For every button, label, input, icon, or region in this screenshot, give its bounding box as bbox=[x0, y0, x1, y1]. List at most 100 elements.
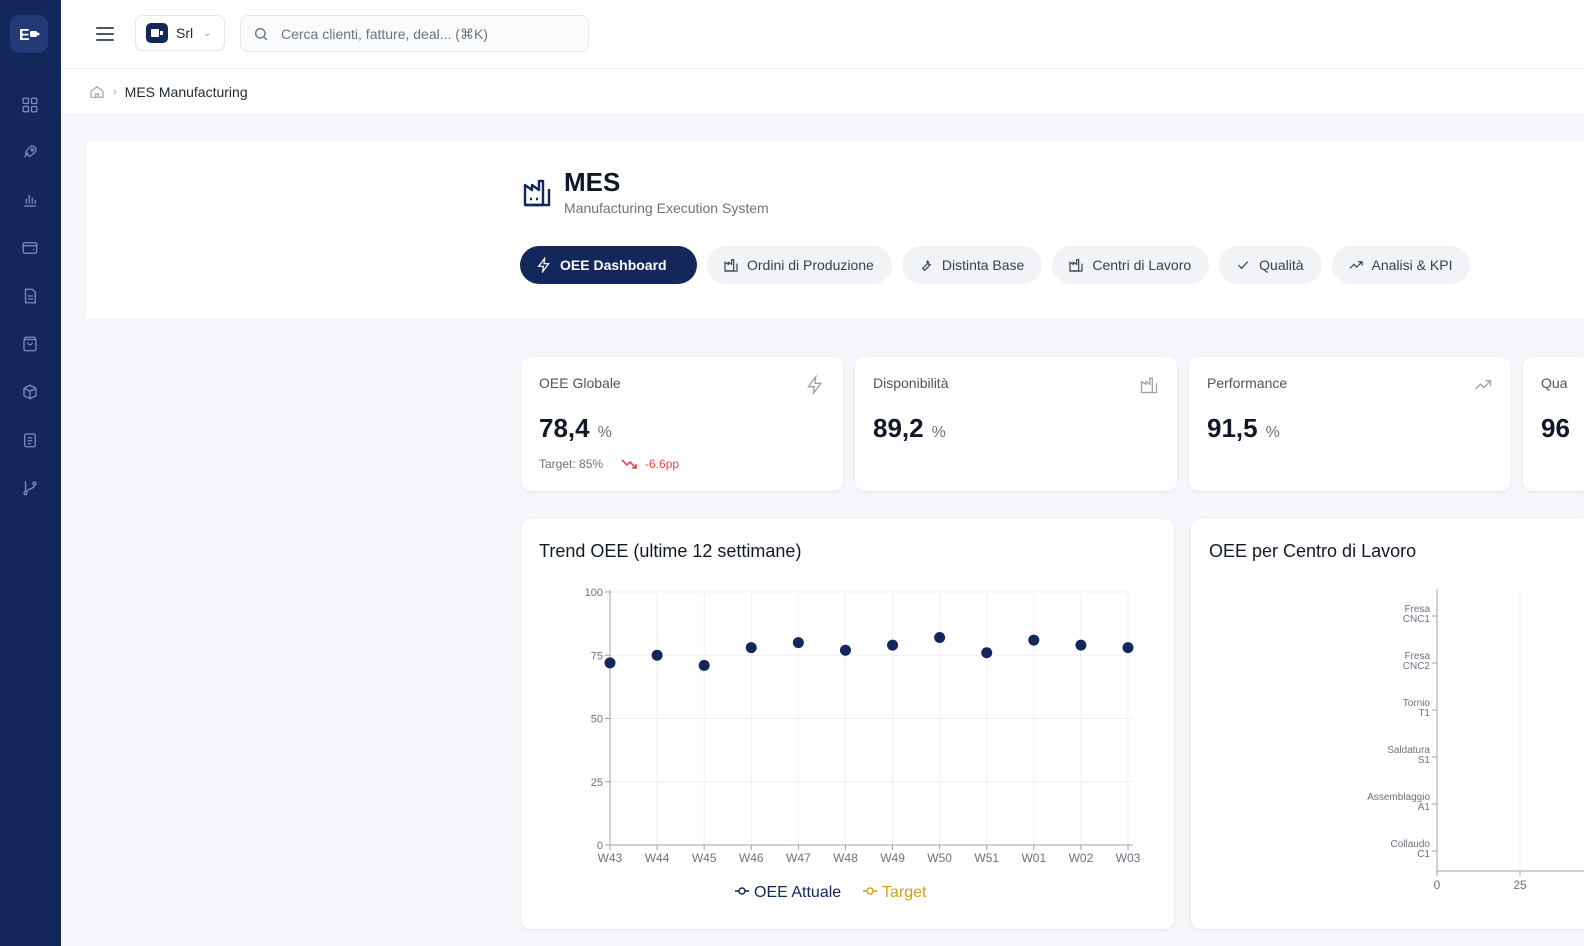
x-tick-label: W44 bbox=[645, 851, 670, 865]
wrench-icon bbox=[921, 260, 931, 272]
hamburger-icon bbox=[96, 27, 114, 41]
legend-marker bbox=[738, 887, 746, 895]
kpi-delta: -6.6pp bbox=[621, 457, 679, 471]
svg-text:E: E bbox=[19, 27, 30, 43]
data-point bbox=[839, 644, 851, 656]
chart-panel-trend-oee: Trend OEE (ultime 12 settimane) 0 25 50 75 1… bbox=[521, 519, 1174, 929]
sidebar: E bbox=[0, 0, 61, 946]
x-tick-label: W47 bbox=[786, 851, 811, 865]
data-point bbox=[698, 659, 710, 671]
kpi-card-qualita: Qua 96 bbox=[1523, 357, 1584, 491]
y-tick-label: Saldatura bbox=[1387, 745, 1430, 756]
y-tick-label: Assemblaggio bbox=[1367, 792, 1430, 803]
home-icon[interactable] bbox=[89, 84, 105, 100]
company-badge-icon bbox=[146, 23, 168, 43]
kpi-label: OEE Globale bbox=[539, 375, 621, 391]
y-tick-label: Fresa bbox=[1404, 651, 1430, 662]
y-tick-label: 100 bbox=[585, 587, 603, 599]
factory-icon bbox=[1069, 259, 1083, 272]
app-logo[interactable]: E bbox=[10, 15, 48, 53]
trend-down-icon bbox=[621, 459, 637, 469]
x-tick-label: W46 bbox=[739, 851, 764, 865]
box-icon[interactable] bbox=[19, 381, 41, 403]
data-point bbox=[651, 649, 663, 661]
kpi-label: Performance bbox=[1207, 375, 1288, 391]
tab-label: Analisi & KPI bbox=[1371, 257, 1453, 273]
document-icon[interactable] bbox=[19, 285, 41, 307]
company-selector[interactable]: Srl ⌄ bbox=[135, 15, 225, 51]
factory-icon bbox=[523, 179, 551, 207]
x-tick-label: W48 bbox=[833, 851, 858, 865]
data-point bbox=[1028, 634, 1040, 646]
data-point bbox=[934, 632, 946, 644]
breadcrumb-separator: › bbox=[113, 85, 117, 98]
kpi-label: Disponibilità bbox=[873, 375, 949, 391]
search-icon bbox=[254, 27, 268, 40]
x-tick-label: W02 bbox=[1069, 851, 1094, 865]
tab-ordini-produzione[interactable]: Ordini di Produzione bbox=[707, 246, 892, 284]
kpi-label: Qua bbox=[1541, 375, 1568, 391]
tab-centri-lavoro[interactable]: Centri di Lavoro bbox=[1052, 246, 1210, 284]
y-tick-label: 75 bbox=[591, 650, 603, 662]
check-icon bbox=[1238, 261, 1249, 270]
chart-panel-oee-centro: OEE per Centro di Lavoro Fresa CNC1 Fresa C… bbox=[1191, 519, 1584, 929]
y-tick-label: 0 bbox=[597, 840, 603, 852]
rocket-icon[interactable] bbox=[19, 141, 41, 163]
data-point bbox=[745, 642, 757, 654]
legend-label: Target bbox=[882, 884, 927, 901]
shopping-bag-icon[interactable] bbox=[19, 333, 41, 355]
menu-toggle-button[interactable] bbox=[93, 22, 117, 46]
x-tick-label: W01 bbox=[1021, 851, 1046, 865]
global-search[interactable] bbox=[240, 15, 589, 52]
tab-qualita[interactable]: Qualità bbox=[1219, 246, 1322, 284]
kpi-value: 89,2% bbox=[873, 413, 946, 443]
bolt-icon bbox=[805, 374, 825, 396]
data-point bbox=[604, 657, 616, 669]
trend-icon bbox=[1349, 261, 1363, 269]
factory-icon bbox=[724, 259, 738, 272]
module-tabs: OEE Dashboard Ordini di Produzione Disti… bbox=[520, 246, 1471, 284]
page-subtitle: Manufacturing Execution System bbox=[564, 200, 769, 216]
git-branch-icon[interactable] bbox=[19, 477, 41, 499]
breadcrumb: › MES Manufacturing bbox=[61, 69, 1584, 115]
y-tick-label: S1 bbox=[1418, 755, 1431, 766]
factory-icon bbox=[1139, 375, 1159, 395]
x-tick-label: 25 bbox=[1513, 878, 1527, 892]
kpi-card-oee-globale: OEE Globale 78,4% Target: 85% -6.6pp bbox=[521, 357, 843, 491]
wallet-icon[interactable] bbox=[19, 237, 41, 259]
kpi-card-performance: Performance 91,5% bbox=[1189, 357, 1511, 491]
bar-chart-icon[interactable] bbox=[19, 189, 41, 211]
x-tick-label: W51 bbox=[974, 851, 999, 865]
tab-oee-dashboard[interactable]: OEE Dashboard bbox=[520, 246, 697, 284]
x-tick-label: W49 bbox=[880, 851, 905, 865]
y-tick-label: T1 bbox=[1418, 708, 1430, 719]
tab-label: Centri di Lavoro bbox=[1092, 257, 1192, 273]
y-tick-label: Fresa bbox=[1404, 604, 1430, 615]
page-title: MES bbox=[564, 167, 621, 197]
tab-analisi-kpi[interactable]: Analisi & KPI bbox=[1331, 246, 1471, 284]
chart-title: OEE per Centro di Lavoro bbox=[1209, 541, 1417, 561]
module-header: MES Manufacturing Execution System OEE D… bbox=[87, 141, 1584, 319]
search-input[interactable] bbox=[279, 24, 573, 43]
x-tick-label: W50 bbox=[927, 851, 952, 865]
company-name: Srl bbox=[176, 25, 194, 41]
x-tick-label: W03 bbox=[1116, 851, 1141, 865]
kpi-card-disponibilita: Disponibilità 89,2% bbox=[855, 357, 1177, 491]
tab-label: Qualità bbox=[1259, 257, 1304, 273]
y-tick-label: Collaudo bbox=[1391, 839, 1431, 850]
x-tick-label: 0 bbox=[1434, 878, 1441, 892]
kpi-value: 96 bbox=[1541, 413, 1570, 443]
x-tick-label: W45 bbox=[692, 851, 717, 865]
legend-marker bbox=[866, 887, 874, 895]
tab-distinta-base[interactable]: Distinta Base bbox=[901, 246, 1043, 284]
y-tick-label: CNC1 bbox=[1403, 614, 1431, 625]
data-point bbox=[887, 639, 899, 651]
trend-icon bbox=[1473, 375, 1493, 395]
x-tick-label: W43 bbox=[598, 851, 623, 865]
dashboard-icon[interactable] bbox=[19, 94, 41, 116]
clipboard-icon[interactable] bbox=[19, 429, 41, 451]
y-tick-label: Tornio bbox=[1403, 698, 1431, 709]
y-tick-label: 50 bbox=[591, 714, 603, 726]
bolt-icon bbox=[537, 257, 550, 273]
data-point bbox=[792, 637, 804, 649]
